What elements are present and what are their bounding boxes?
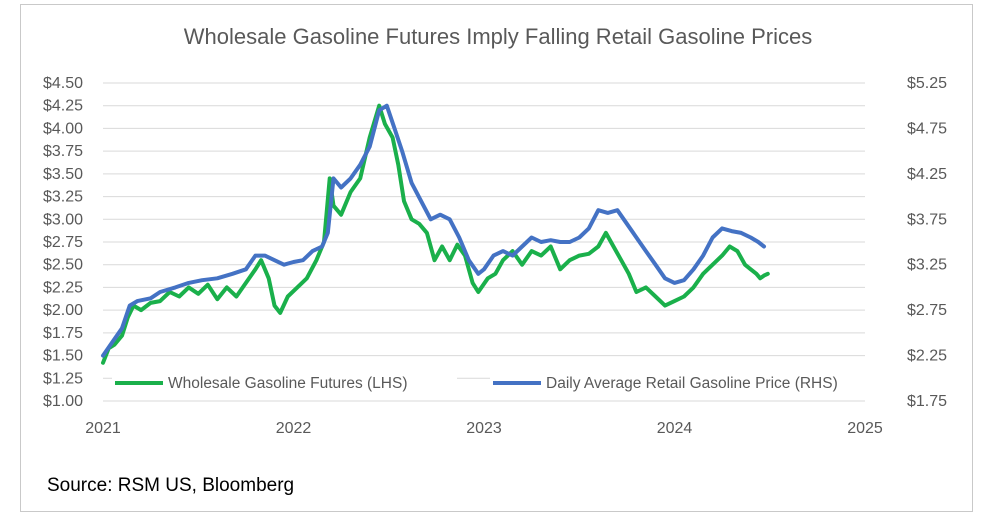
y-right-tick-label: $4.25 bbox=[907, 166, 947, 183]
chart-frame bbox=[20, 4, 973, 512]
y-left-tick-label: $2.00 bbox=[43, 302, 83, 319]
y-left-tick-label: $2.50 bbox=[43, 257, 83, 274]
y-right-tick-label: $2.25 bbox=[907, 348, 947, 365]
y-left-tick-label: $4.25 bbox=[43, 98, 83, 115]
y-right-tick-label: $4.75 bbox=[907, 120, 947, 137]
x-tick-label: 2022 bbox=[276, 420, 312, 437]
legend-item-bg bbox=[490, 371, 900, 393]
y-left-tick-label: $3.00 bbox=[43, 211, 83, 228]
y-left-tick-label: $3.75 bbox=[43, 143, 83, 160]
x-tick-label: 2023 bbox=[466, 420, 502, 437]
y-left-tick-label: $3.25 bbox=[43, 189, 83, 206]
y-right-tick-label: $2.75 bbox=[907, 302, 947, 319]
x-tick-label: 2024 bbox=[657, 420, 693, 437]
series-line-wholesale bbox=[101, 103, 770, 365]
x-tick-label: 2025 bbox=[847, 420, 883, 437]
y-left-tick-label: $1.75 bbox=[43, 325, 83, 342]
legend-label: Wholesale Gasoline Futures (LHS) bbox=[168, 375, 408, 392]
y-right-tick-label: $3.25 bbox=[907, 257, 947, 274]
source-note: Source: RSM US, Bloomberg bbox=[47, 475, 295, 496]
y-left-tick-label: $3.50 bbox=[43, 166, 83, 183]
y-right-tick-label: $5.25 bbox=[907, 75, 947, 92]
legend-item-bg bbox=[112, 371, 457, 393]
chart-title: Wholesale Gasoline Futures Imply Falling… bbox=[183, 24, 813, 49]
y-left-tick-label: $1.50 bbox=[43, 348, 83, 365]
y-left-tick-label: $4.50 bbox=[43, 75, 83, 92]
legend-label: Daily Average Retail Gasoline Price (RHS… bbox=[546, 375, 838, 392]
x-tick-label: 2021 bbox=[85, 420, 121, 437]
y-right-tick-label: $3.75 bbox=[907, 211, 947, 228]
y-left-tick-label: $1.25 bbox=[43, 370, 83, 387]
y-right-tick-label: $1.75 bbox=[907, 393, 947, 410]
y-left-tick-label: $2.25 bbox=[43, 279, 83, 296]
series-line-retail bbox=[101, 103, 766, 358]
y-left-tick-label: $4.00 bbox=[43, 120, 83, 137]
y-left-tick-label: $1.00 bbox=[43, 393, 83, 410]
y-left-tick-label: $2.75 bbox=[43, 234, 83, 251]
